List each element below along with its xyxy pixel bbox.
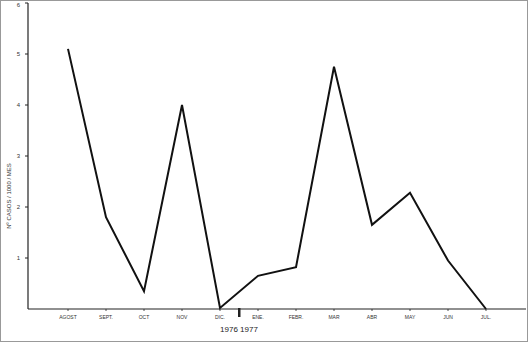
x-tick <box>144 309 145 311</box>
x-axis <box>28 308 526 309</box>
y-tick-label: 5 <box>17 51 21 57</box>
x-tick-label: JUN <box>443 314 453 320</box>
y-tick-label: 1 <box>17 255 21 261</box>
y-tick-label: 6 <box>17 2 21 8</box>
y-tick <box>25 258 28 259</box>
x-tick <box>410 309 411 311</box>
x-tick-label: ABR <box>367 314 378 320</box>
y-tick <box>25 105 28 106</box>
y-tick-label: 3 <box>17 153 21 159</box>
year-divider <box>238 308 241 317</box>
y-tick <box>25 156 28 157</box>
y-label: Nº CASOS / 1000 / MES <box>6 163 12 229</box>
x-tick <box>372 309 373 311</box>
x-tick-label: JUL. <box>481 314 491 320</box>
x-tick-label: SEPT. <box>99 314 113 320</box>
x-tick <box>448 309 449 311</box>
y-tick <box>25 3 28 4</box>
data-line <box>68 49 486 309</box>
x-tick-label: DIC. <box>215 314 225 320</box>
y-tick <box>25 54 28 55</box>
background <box>0 0 528 342</box>
x-tick-label: AGOST <box>59 314 77 320</box>
x-tick <box>68 309 69 311</box>
x-tick-label: OCT <box>139 314 150 320</box>
x-tick-label: ENE. <box>252 314 264 320</box>
x-label: 1976 1977 <box>220 325 258 334</box>
x-tick <box>182 309 183 311</box>
y-tick <box>25 207 28 208</box>
x-tick <box>486 309 487 311</box>
plot-area <box>68 49 486 309</box>
x-tick-label: MAR <box>328 314 340 320</box>
y-tick-label: 4 <box>17 102 21 108</box>
frame <box>1 1 528 342</box>
y-tick-label: 2 <box>17 204 21 210</box>
x-tick <box>334 309 335 311</box>
chart: 1 2 3 4 5 6 AGOST SEPT. OCT NOV DIC. ENE. FEBR. MAR AB… <box>0 0 528 342</box>
x-tick-label: FEBR. <box>289 314 304 320</box>
x-tick-label: NOV <box>177 314 189 320</box>
x-tick <box>258 309 259 311</box>
x-tick <box>106 309 107 311</box>
x-tick-label: MAY <box>405 314 416 320</box>
x-tick <box>296 309 297 311</box>
